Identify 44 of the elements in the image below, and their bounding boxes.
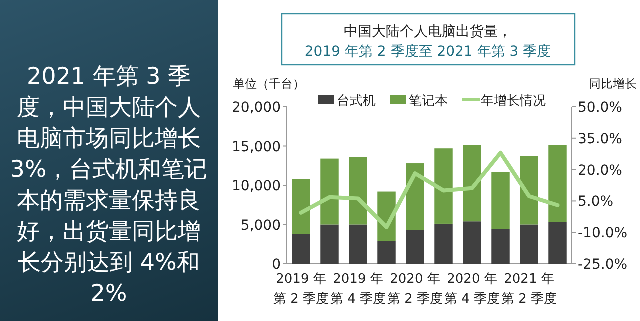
bar [434, 224, 453, 264]
y2-tick-label: 35.0% [578, 131, 622, 148]
y2-tick-label: 50.0% [578, 100, 622, 116]
x-tick-label: 2020 年第 2 季度 [386, 271, 444, 309]
chart-subtitle: 2019 年第 2 季度至 2021 年第 3 季度 [304, 44, 552, 60]
y-tick-label: 5,000 [240, 218, 281, 234]
x-tick-label: 2019 年第 2 季度 [272, 271, 330, 309]
bar [349, 157, 368, 225]
bar [292, 234, 310, 264]
bar [349, 224, 368, 264]
legend-label: 台式机 [337, 94, 376, 109]
x-tick-label: 2019 年第 4 季度 [329, 271, 388, 309]
x-tick-label: 2021 年第 2 季度 [500, 271, 558, 309]
y-tick-label: 15,000 [232, 139, 281, 156]
bar [463, 145, 482, 222]
bar [320, 158, 339, 225]
bar [548, 222, 567, 264]
bar [292, 179, 310, 234]
legend-label: 笔记本 [409, 94, 448, 109]
y-axis-title: 单位（千台） [233, 77, 305, 91]
bar [463, 222, 482, 264]
chart-title: 中国大陆个人电脑出货量， [344, 24, 512, 40]
bar [520, 156, 538, 225]
bar [320, 224, 339, 264]
legend-label: 年增长情况 [481, 94, 546, 109]
bar [406, 230, 424, 264]
y2-tick-label: -25.0% [578, 257, 628, 273]
line-series [299, 151, 560, 230]
y2-tick-label: -10.0% [578, 226, 628, 242]
y2-tick-label: 20.0% [578, 162, 622, 179]
bar [492, 172, 510, 230]
bar [434, 148, 453, 224]
y2-axis-title: 同比增长 [589, 77, 637, 91]
text: 2021 年第 3 季度，中国大陆个人电脑市场同比增长 3%，台式机和笔记本的需求量保持良好，出货量同比增长分别达到 4%和2% [10, 63, 208, 309]
x-tick-label: 2020 年第 4 季度 [443, 271, 502, 309]
bar [378, 241, 396, 264]
bar [406, 164, 424, 230]
y2-tick-label: 5.0% [578, 194, 614, 210]
bar [520, 224, 538, 264]
y-tick-label: 10,000 [232, 178, 281, 194]
y-tick-label: 20,000 [232, 100, 281, 116]
bar [492, 229, 510, 264]
y-tick-label: 0 [272, 257, 281, 273]
bar [548, 145, 567, 222]
